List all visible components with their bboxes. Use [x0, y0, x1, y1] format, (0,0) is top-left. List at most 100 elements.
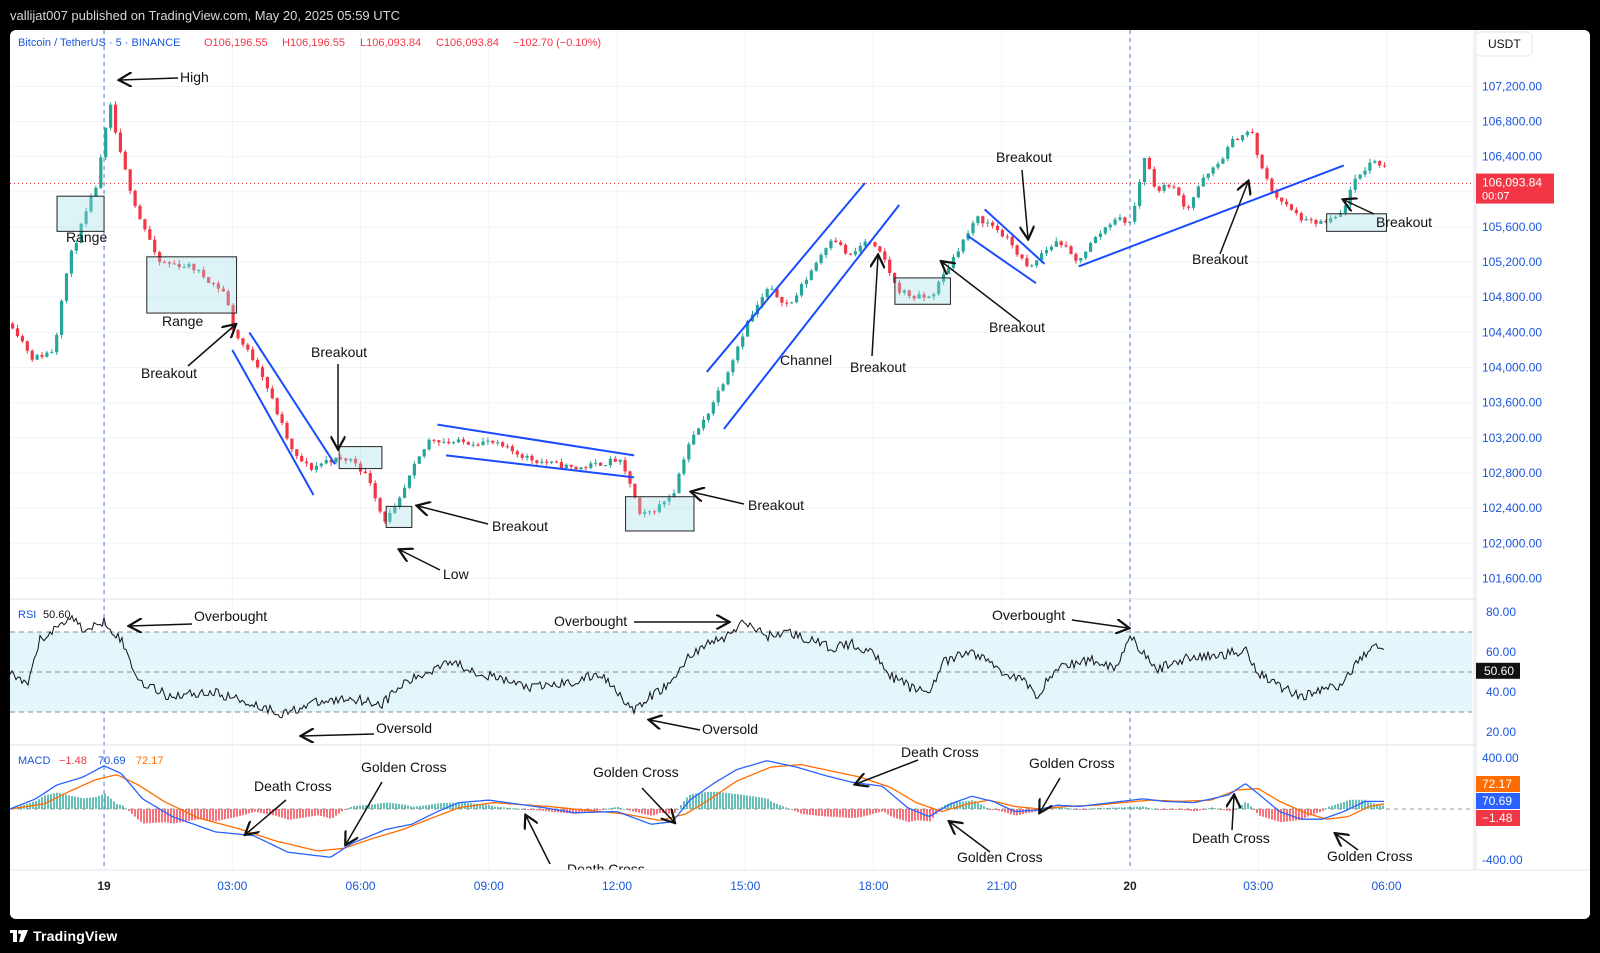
macd-histogram-bar	[416, 806, 418, 809]
candle-body	[741, 336, 745, 347]
candle-body	[344, 458, 348, 461]
price-candles	[11, 101, 1387, 524]
macd-histogram-bar	[1187, 809, 1189, 811]
breakout-box	[625, 496, 695, 532]
macd-histogram-bar	[248, 809, 250, 814]
macd-histogram-bar	[1112, 807, 1114, 809]
candle-body	[143, 219, 147, 230]
macd-histogram-bar	[734, 793, 736, 809]
macd-histogram-bar	[521, 808, 523, 810]
currency-button[interactable]	[1475, 31, 1533, 57]
candle-body	[30, 350, 34, 360]
macd-histogram-bar	[1178, 809, 1180, 810]
macd-histogram-bar	[413, 806, 415, 809]
annotation-death-cross: Death Cross	[901, 744, 979, 760]
candle-body	[491, 440, 495, 443]
candle-body	[1216, 163, 1220, 168]
macd-histogram-bar	[1274, 809, 1276, 821]
price-axis[interactable]: 107,200.00106,800.00106,400.00106,000.00…	[10, 30, 1590, 918]
macd-histogram-bar	[227, 809, 229, 819]
macd-histogram-bar	[431, 804, 433, 809]
candle-body	[809, 270, 813, 280]
macd-histogram-bar	[320, 809, 322, 816]
macd-histogram-bar	[668, 809, 670, 815]
tradingview-logo[interactable]: TradingView	[10, 928, 117, 944]
macd-histogram-bar	[188, 809, 190, 821]
macd-histogram-bar	[785, 807, 787, 809]
macd-histogram-bar	[347, 808, 349, 810]
time-axis-bg[interactable]	[10, 870, 1590, 918]
macd-histogram-bar	[239, 809, 241, 817]
macd-histogram-bar	[245, 809, 247, 815]
rsi-tick-label: 60.00	[1486, 645, 1516, 659]
annotation-overbought: Overbought	[194, 608, 267, 624]
macd-histogram-bar	[308, 809, 310, 817]
macd-histogram-bar	[1298, 809, 1300, 821]
candle-body	[775, 288, 779, 297]
candle-body	[785, 302, 789, 304]
macd-histogram-bar	[776, 803, 778, 809]
macd-histogram-bar	[917, 809, 919, 821]
macd-histogram-bar	[1115, 807, 1117, 809]
candle-body	[207, 277, 211, 284]
macd-histogram-bar	[461, 802, 463, 809]
grid	[10, 30, 1590, 870]
candle-body	[187, 263, 191, 267]
macd-histogram-bar	[1379, 804, 1381, 809]
macd-histogram-bar	[1184, 809, 1186, 811]
macd-histogram-bar	[365, 805, 367, 809]
candle-body	[1084, 251, 1088, 259]
last-price-value: 106,093.84	[1482, 176, 1542, 190]
price-tick-label: 104,800.00	[1482, 290, 1542, 304]
macd-histogram-bar	[299, 809, 301, 819]
macd-histogram-bar	[128, 809, 130, 812]
candle-body	[216, 283, 220, 289]
macd-histogram-bar	[386, 802, 388, 809]
candle-body	[991, 222, 995, 226]
candle-body	[476, 444, 480, 446]
macd-histogram-bar	[104, 793, 106, 809]
macd-histogram-bar	[1220, 809, 1222, 810]
macd-histogram-bar	[956, 801, 958, 809]
candle-body	[584, 467, 588, 469]
candle-body	[525, 455, 529, 458]
candle-body	[618, 460, 622, 462]
macd-histogram-bar	[1154, 808, 1156, 810]
macd-histogram-bar	[1100, 807, 1102, 809]
candle-body	[1089, 242, 1093, 252]
macd-histogram-bar	[920, 809, 922, 821]
annotation-arrow	[302, 734, 375, 736]
macd-histogram-bar	[182, 809, 184, 822]
macd-histogram-bar	[947, 803, 949, 809]
annotation-breakout: Breakout	[1192, 251, 1248, 267]
macd-histogram-bar	[389, 802, 391, 809]
candle-body	[594, 462, 598, 464]
macd-histogram-bar	[419, 805, 421, 809]
macd-histogram-bar	[1355, 799, 1357, 809]
chart-frame[interactable]: High Range Range Breakout Breakout Breakout Lo…	[10, 30, 1590, 919]
candle-body	[863, 241, 867, 247]
macd-histogram-bar	[344, 809, 346, 810]
macd-histogram-bar	[329, 809, 331, 819]
macd-histogram-bar	[209, 809, 211, 821]
macd-histogram-bar	[767, 798, 769, 809]
macd-histogram-bar	[131, 809, 133, 814]
annotation-oversold: Oversold	[702, 721, 758, 737]
macd-histogram-bar	[938, 809, 940, 811]
macd-histogram-bar	[1202, 809, 1204, 810]
candle-body	[1314, 220, 1318, 224]
macd-histogram-bar	[152, 809, 154, 823]
macd-histogram-bar	[503, 807, 505, 809]
candle-body	[515, 451, 519, 455]
macd-histogram-bar	[818, 809, 820, 816]
macd-histogram-bar	[1313, 809, 1315, 815]
macd-histogram-bar	[878, 809, 880, 813]
candle-body	[417, 456, 421, 464]
candle-body	[1329, 218, 1333, 223]
macd-histogram-bar	[479, 804, 481, 809]
chart-canvas[interactable]: High Range Range Breakout Breakout Breakout Lo…	[10, 30, 1590, 919]
candle-body	[1191, 197, 1196, 208]
macd-histogram-bar	[677, 808, 679, 810]
macd-value-tag-text: 70.69	[1482, 794, 1512, 808]
macd-histogram-bar	[788, 808, 790, 810]
